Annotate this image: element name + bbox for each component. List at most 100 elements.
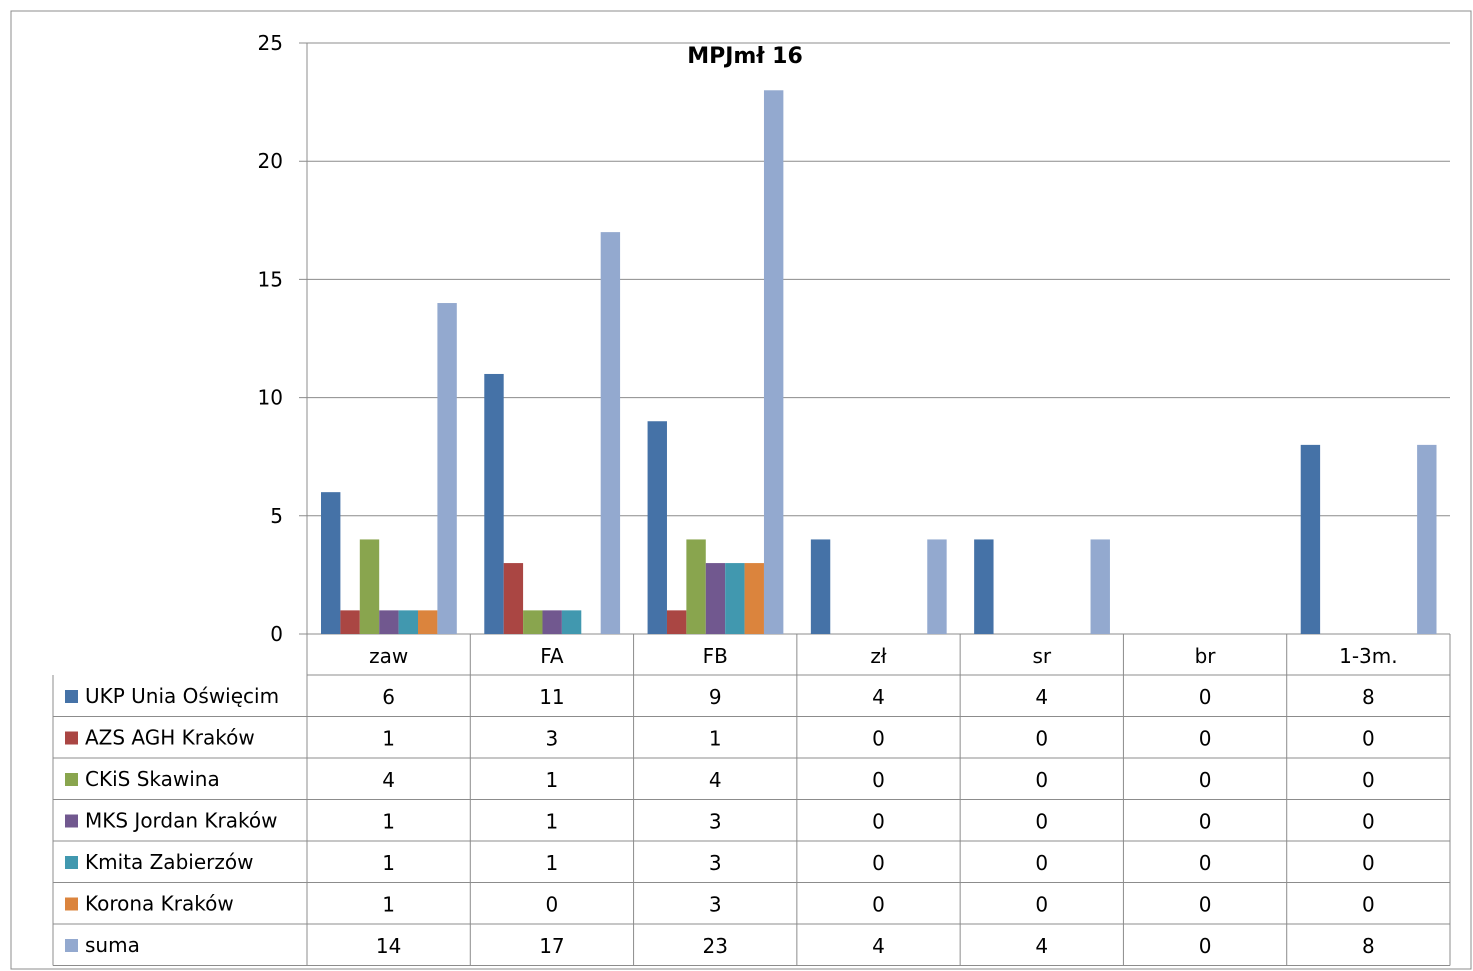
table-cell-value: 0 [1362, 727, 1375, 751]
table-cell-value: 3 [709, 893, 722, 917]
table-cell-value: 0 [1199, 727, 1212, 751]
y-tick-label: 25 [258, 31, 283, 55]
y-tick-label: 5 [270, 504, 283, 528]
table-cell-value: 1 [382, 810, 395, 834]
x-category-label: zł [870, 644, 886, 668]
bar [321, 492, 341, 634]
legend-label: Kmita Zabierzów [85, 850, 253, 874]
legend-swatch [65, 939, 78, 952]
x-category-label: zaw [369, 644, 408, 668]
table-cell-value: 1 [546, 851, 559, 875]
table-cell-value: 1 [546, 810, 559, 834]
bar [484, 373, 504, 634]
table-cell-value: 1 [382, 727, 395, 751]
bar [810, 539, 831, 634]
bar [927, 539, 947, 634]
table-cell-value: 6 [382, 685, 395, 709]
table-cell-value: 0 [872, 810, 885, 834]
table-cell-value: 1 [382, 851, 395, 875]
table-cell-value: 0 [1199, 768, 1212, 792]
table-cell-value: 0 [1035, 727, 1048, 751]
legend-label: UKP Unia Oświęcim [85, 684, 279, 708]
bar [647, 421, 667, 634]
legend-swatch [65, 897, 78, 911]
table-cell-value: 0 [1035, 893, 1048, 917]
chart-title: MPJmł 16 [687, 44, 803, 69]
bar [600, 232, 621, 634]
table-cell-value: 0 [1362, 810, 1375, 834]
bars-layer [321, 90, 1437, 634]
legend-swatch [65, 773, 78, 786]
table-cell-value: 1 [709, 727, 722, 751]
table-cell-value: 1 [382, 893, 395, 917]
legend-label: AZS AGH Kraków [85, 726, 255, 750]
bar [974, 539, 994, 634]
table-cell-value: 0 [872, 893, 885, 917]
bar [437, 303, 457, 634]
table-cell-value: 4 [1035, 685, 1048, 709]
legend-swatch [65, 814, 78, 828]
bar [666, 610, 687, 634]
bar [725, 563, 745, 634]
x-category-label: 1-3m. [1339, 644, 1398, 668]
table-cell-value: 0 [1199, 685, 1212, 709]
table-cell-value: 8 [1362, 934, 1375, 958]
table-cell-value: 0 [1362, 768, 1375, 792]
table-cell-value: 23 [702, 934, 727, 958]
legend-label: CKiS Skawina [85, 767, 220, 791]
table-cell-value: 9 [709, 685, 722, 709]
table-cell-value: 0 [1035, 851, 1048, 875]
bar [379, 610, 399, 634]
y-tick-label: 0 [270, 622, 283, 646]
data-table: zaw FA FB zł sr br 1-3m. UKP Unia Oświęcim 6 1 1 9 4… [52, 634, 1451, 966]
table-cell-value: 0 [1199, 893, 1212, 917]
table-cell-value: 4 [1035, 934, 1048, 958]
table-cell-value: 0 [1362, 893, 1375, 917]
legend-label: Korona Kraków [85, 892, 234, 916]
bar [1300, 444, 1321, 634]
bar [542, 610, 562, 634]
x-category-label: br [1195, 644, 1217, 668]
table-cell-value: 0 [1199, 934, 1212, 958]
y-tick-label: 15 [258, 267, 283, 291]
legend-swatch [65, 856, 78, 869]
bar [561, 610, 582, 634]
bar [744, 563, 764, 634]
table-cell-value: 0 [1199, 851, 1212, 875]
x-category-label: sr [1032, 644, 1051, 668]
legend-swatch [65, 690, 78, 703]
bar [418, 610, 438, 634]
legend-label: suma [85, 933, 140, 957]
table-cell-value: 4 [382, 768, 395, 792]
x-category-label: FA [540, 644, 564, 668]
table-cell-value: 3 [546, 727, 559, 751]
x-category-label: FB [703, 644, 728, 668]
table-cell-value: 0 [872, 768, 885, 792]
table-cell-value: 0 [872, 727, 885, 751]
table-cell-value: 0 [1035, 810, 1048, 834]
bar [763, 90, 784, 634]
chart-frame [10, 10, 1472, 970]
table-cell-value: 4 [872, 934, 885, 958]
table-cell-value: 3 [709, 810, 722, 834]
table-cell-value: 1 [546, 768, 559, 792]
table-cell-value: 4 [872, 685, 885, 709]
table-cell-value: 17 [539, 934, 564, 958]
table-cell-value: 4 [709, 768, 722, 792]
bar [359, 539, 380, 634]
y-tick-label: 20 [258, 149, 283, 173]
legend-label: MKS Jordan Kraków [85, 809, 277, 833]
table-cell-value: 3 [709, 851, 722, 875]
bar [1090, 539, 1110, 634]
y-tick-label: 10 [258, 386, 283, 410]
bar [705, 563, 726, 634]
table-cell-value: 0 [1199, 810, 1212, 834]
legend-swatch [65, 731, 78, 745]
table-cell-value: 0 [1035, 768, 1048, 792]
axis-layer: 0 5 10 15 20 25 [258, 31, 308, 646]
bar [340, 610, 360, 634]
table-cell-value: 14 [376, 934, 401, 958]
bar [1417, 444, 1437, 634]
